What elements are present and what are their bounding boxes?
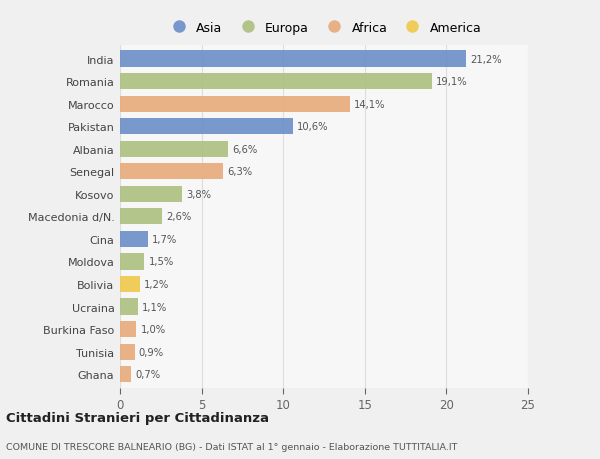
Bar	[120, 321, 136, 337]
Bar	[120, 209, 163, 225]
Text: 0,9%: 0,9%	[139, 347, 164, 357]
Bar	[120, 164, 223, 180]
Text: 0,7%: 0,7%	[136, 369, 161, 379]
Text: 1,5%: 1,5%	[149, 257, 174, 267]
Text: 2,6%: 2,6%	[167, 212, 192, 222]
Text: 1,2%: 1,2%	[143, 280, 169, 289]
Bar	[120, 344, 134, 360]
Text: COMUNE DI TRESCORE BALNEARIO (BG) - Dati ISTAT al 1° gennaio - Elaborazione TUTT: COMUNE DI TRESCORE BALNEARIO (BG) - Dati…	[6, 442, 457, 451]
Text: Cittadini Stranieri per Cittadinanza: Cittadini Stranieri per Cittadinanza	[6, 412, 269, 425]
Bar	[120, 186, 182, 202]
Bar	[120, 276, 140, 292]
Bar	[120, 51, 466, 67]
Text: 6,6%: 6,6%	[232, 145, 257, 154]
Text: 14,1%: 14,1%	[354, 100, 386, 109]
Bar	[120, 299, 138, 315]
Text: 6,3%: 6,3%	[227, 167, 252, 177]
Text: 3,8%: 3,8%	[186, 190, 211, 199]
Text: 10,6%: 10,6%	[297, 122, 329, 132]
Bar	[120, 74, 432, 90]
Text: 1,1%: 1,1%	[142, 302, 167, 312]
Bar	[120, 366, 131, 382]
Bar	[120, 254, 145, 270]
Text: 1,0%: 1,0%	[140, 325, 166, 334]
Legend: Asia, Europa, Africa, America: Asia, Europa, Africa, America	[163, 18, 485, 39]
Bar	[120, 119, 293, 135]
Bar	[120, 141, 228, 157]
Text: 1,7%: 1,7%	[152, 235, 177, 244]
Bar	[120, 231, 148, 247]
Text: 19,1%: 19,1%	[436, 77, 467, 87]
Text: 21,2%: 21,2%	[470, 55, 502, 64]
Bar	[120, 96, 350, 112]
